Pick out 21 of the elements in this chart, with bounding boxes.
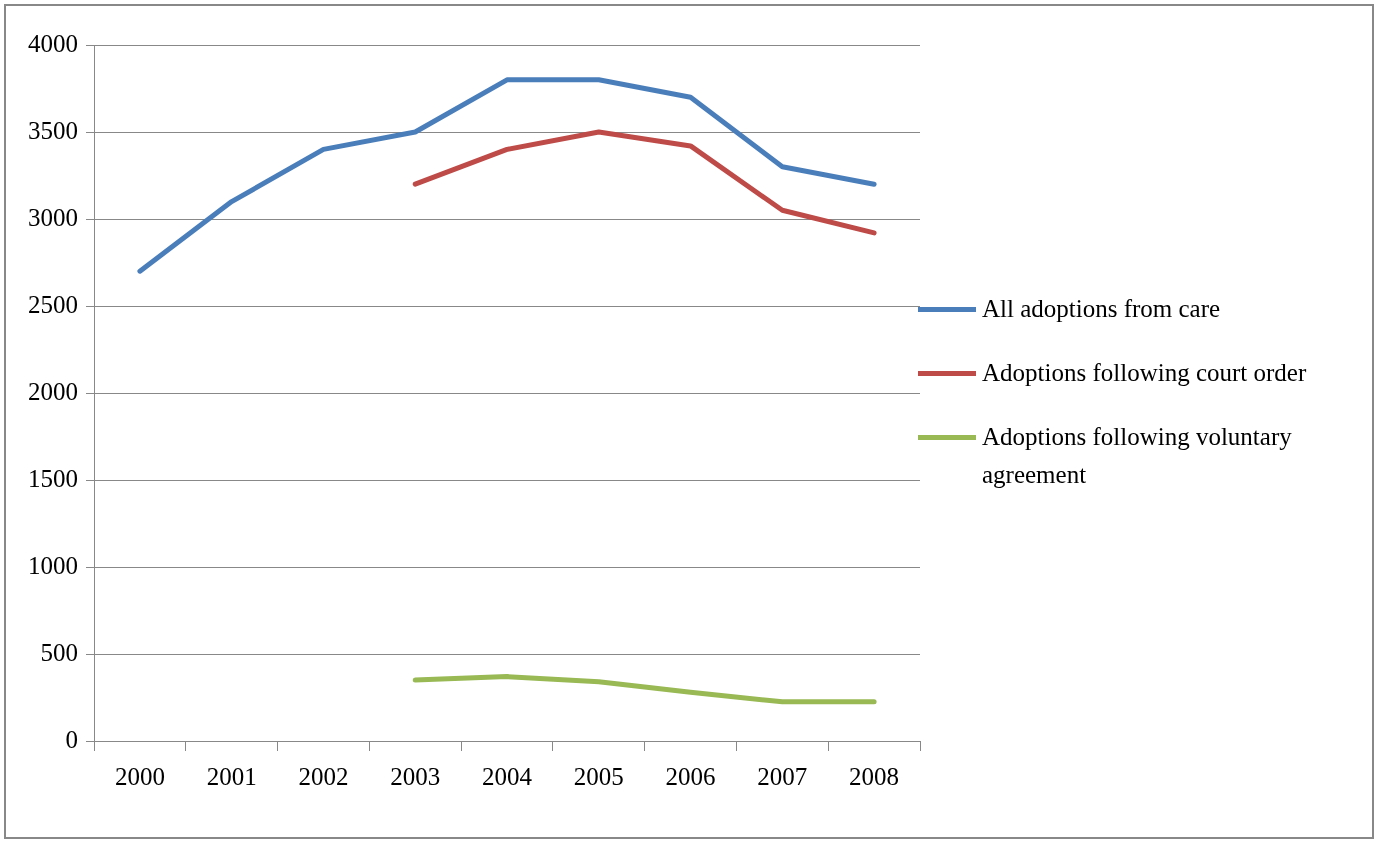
y-tick-label: 500 [40, 638, 78, 666]
legend-label: All adoptions from care [982, 294, 1221, 324]
x-tick-label: 2007 [757, 762, 808, 790]
y-tick-label: 1500 [28, 464, 78, 492]
x-tick-label: 2003 [390, 762, 441, 790]
x-tick-label: 2005 [573, 762, 624, 790]
y-tick-label: 4000 [28, 29, 78, 57]
legend-label: Adoptions following court order [982, 358, 1307, 388]
x-tick-label: 2001 [206, 762, 257, 790]
x-tick-label: 2008 [849, 762, 900, 790]
x-tick-label: 2004 [482, 762, 533, 790]
y-tick-label: 0 [65, 725, 78, 753]
y-tick-label: 3500 [28, 116, 78, 144]
y-tick-label: 2500 [28, 290, 78, 318]
x-tick-label: 2006 [665, 762, 716, 790]
y-tick-label: 2000 [28, 377, 78, 405]
y-tick-label: 3000 [28, 203, 78, 231]
x-tick-label: 2002 [298, 762, 349, 790]
legend-label: Adoptions following voluntary agreement [982, 422, 1293, 490]
x-tick-label: 2000 [114, 762, 165, 790]
y-tick-label: 1000 [28, 551, 78, 579]
